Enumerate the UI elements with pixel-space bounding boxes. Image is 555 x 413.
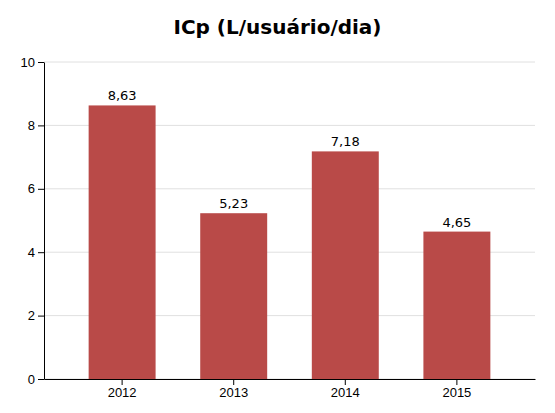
x-tick-mark <box>345 379 346 385</box>
y-tick: 6 <box>28 181 44 196</box>
x-tick-label: 2013 <box>219 385 248 400</box>
y-tick-mark <box>38 189 44 190</box>
data-label: 8,63 <box>108 88 137 103</box>
x-tick-mark <box>233 379 234 385</box>
y-tick-mark <box>38 252 44 253</box>
y-tick-label: 4 <box>28 245 35 260</box>
y-tick: 4 <box>28 245 44 260</box>
y-tick-mark <box>38 125 44 126</box>
y-axis: 0 2 4 6 8 10 <box>21 55 45 387</box>
x-tick: 2012 <box>108 379 137 400</box>
y-tick: 8 <box>28 118 44 133</box>
y-tick-label: 2 <box>28 308 35 323</box>
data-labels: 8,63 5,23 7,18 4,65 <box>108 88 472 229</box>
data-label: 5,23 <box>219 196 248 211</box>
bar <box>312 151 379 379</box>
x-tick-mark <box>122 379 123 385</box>
y-tick: 0 <box>28 372 44 387</box>
bar <box>200 213 267 379</box>
y-tick-label: 6 <box>28 181 35 196</box>
y-axis-line <box>44 63 45 380</box>
bar <box>89 105 156 379</box>
bars <box>89 105 491 379</box>
x-axis-line <box>45 379 536 380</box>
x-tick-label: 2012 <box>108 385 137 400</box>
y-tick-label: 0 <box>28 372 35 387</box>
y-tick-mark <box>38 316 44 317</box>
y-tick-label: 8 <box>28 118 35 133</box>
x-tick-label: 2014 <box>331 385 360 400</box>
x-tick-label: 2015 <box>442 385 471 400</box>
grid <box>44 62 535 379</box>
y-tick-label: 10 <box>21 55 35 70</box>
grid-line <box>44 62 535 63</box>
data-label: 7,18 <box>331 134 360 149</box>
x-axis: 2012 2013 2014 2015 <box>45 379 536 400</box>
bar <box>423 232 490 379</box>
x-tick: 2013 <box>219 379 248 400</box>
x-tick: 2014 <box>331 379 360 400</box>
data-label: 4,65 <box>442 215 471 230</box>
x-tick: 2015 <box>442 379 471 400</box>
y-tick: 10 <box>21 55 44 70</box>
y-tick: 2 <box>28 308 44 323</box>
y-tick-mark <box>38 62 44 63</box>
y-tick-mark <box>38 379 44 380</box>
chart-svg: ICp (L/usuário/dia) 8,63 5,23 7,18 4,65 0 2 4 6 8… <box>0 0 555 413</box>
plot-area: 8,63 5,23 7,18 4,65 0 2 4 6 8 10 2012 2013 2014 2015 <box>21 55 536 401</box>
x-tick-mark <box>456 379 457 385</box>
chart-title: ICp (L/usuário/dia) <box>173 15 381 39</box>
